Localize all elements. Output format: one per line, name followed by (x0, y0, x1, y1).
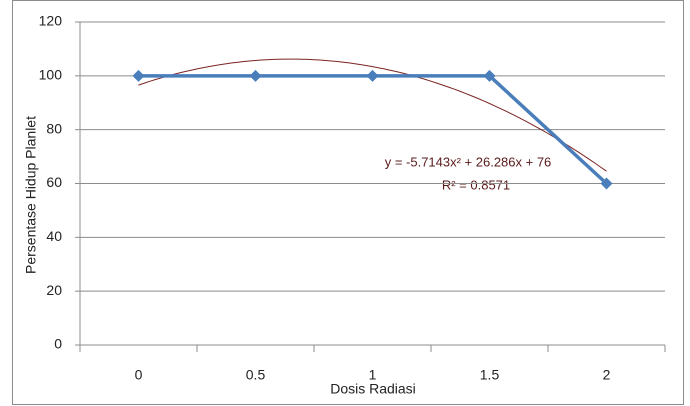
marker (600, 177, 613, 190)
marker (366, 69, 379, 82)
y-tick-label: 100 (39, 67, 63, 83)
y-tick-label: 120 (39, 13, 63, 29)
x-tick-label: 1.5 (480, 367, 500, 383)
chart-border (12, 0, 684, 405)
trendline (138, 58, 607, 172)
y-tick-label: 20 (46, 282, 62, 298)
marker (132, 69, 145, 82)
x-tick-label: 0 (135, 367, 143, 383)
x-tick-label: 0.5 (246, 367, 266, 383)
marker (483, 69, 496, 82)
y-tick-label: 0 (54, 336, 62, 352)
x-axis-label: Dosis Radiasi (330, 381, 416, 397)
y-axis-label: Persentase Hidup Planlet (23, 116, 39, 274)
x-tick-label: 2 (603, 367, 611, 383)
y-tick-label: 80 (46, 120, 62, 136)
trendline-r-squared: R² = 0.8571 (442, 177, 510, 192)
x-tick-label: 1 (369, 367, 377, 383)
trendline-equation: y = -5.7143x² + 26.286x + 76 (385, 154, 552, 169)
marker (249, 69, 262, 82)
y-tick-label: 40 (46, 228, 62, 244)
y-tick-label: 60 (46, 174, 62, 190)
